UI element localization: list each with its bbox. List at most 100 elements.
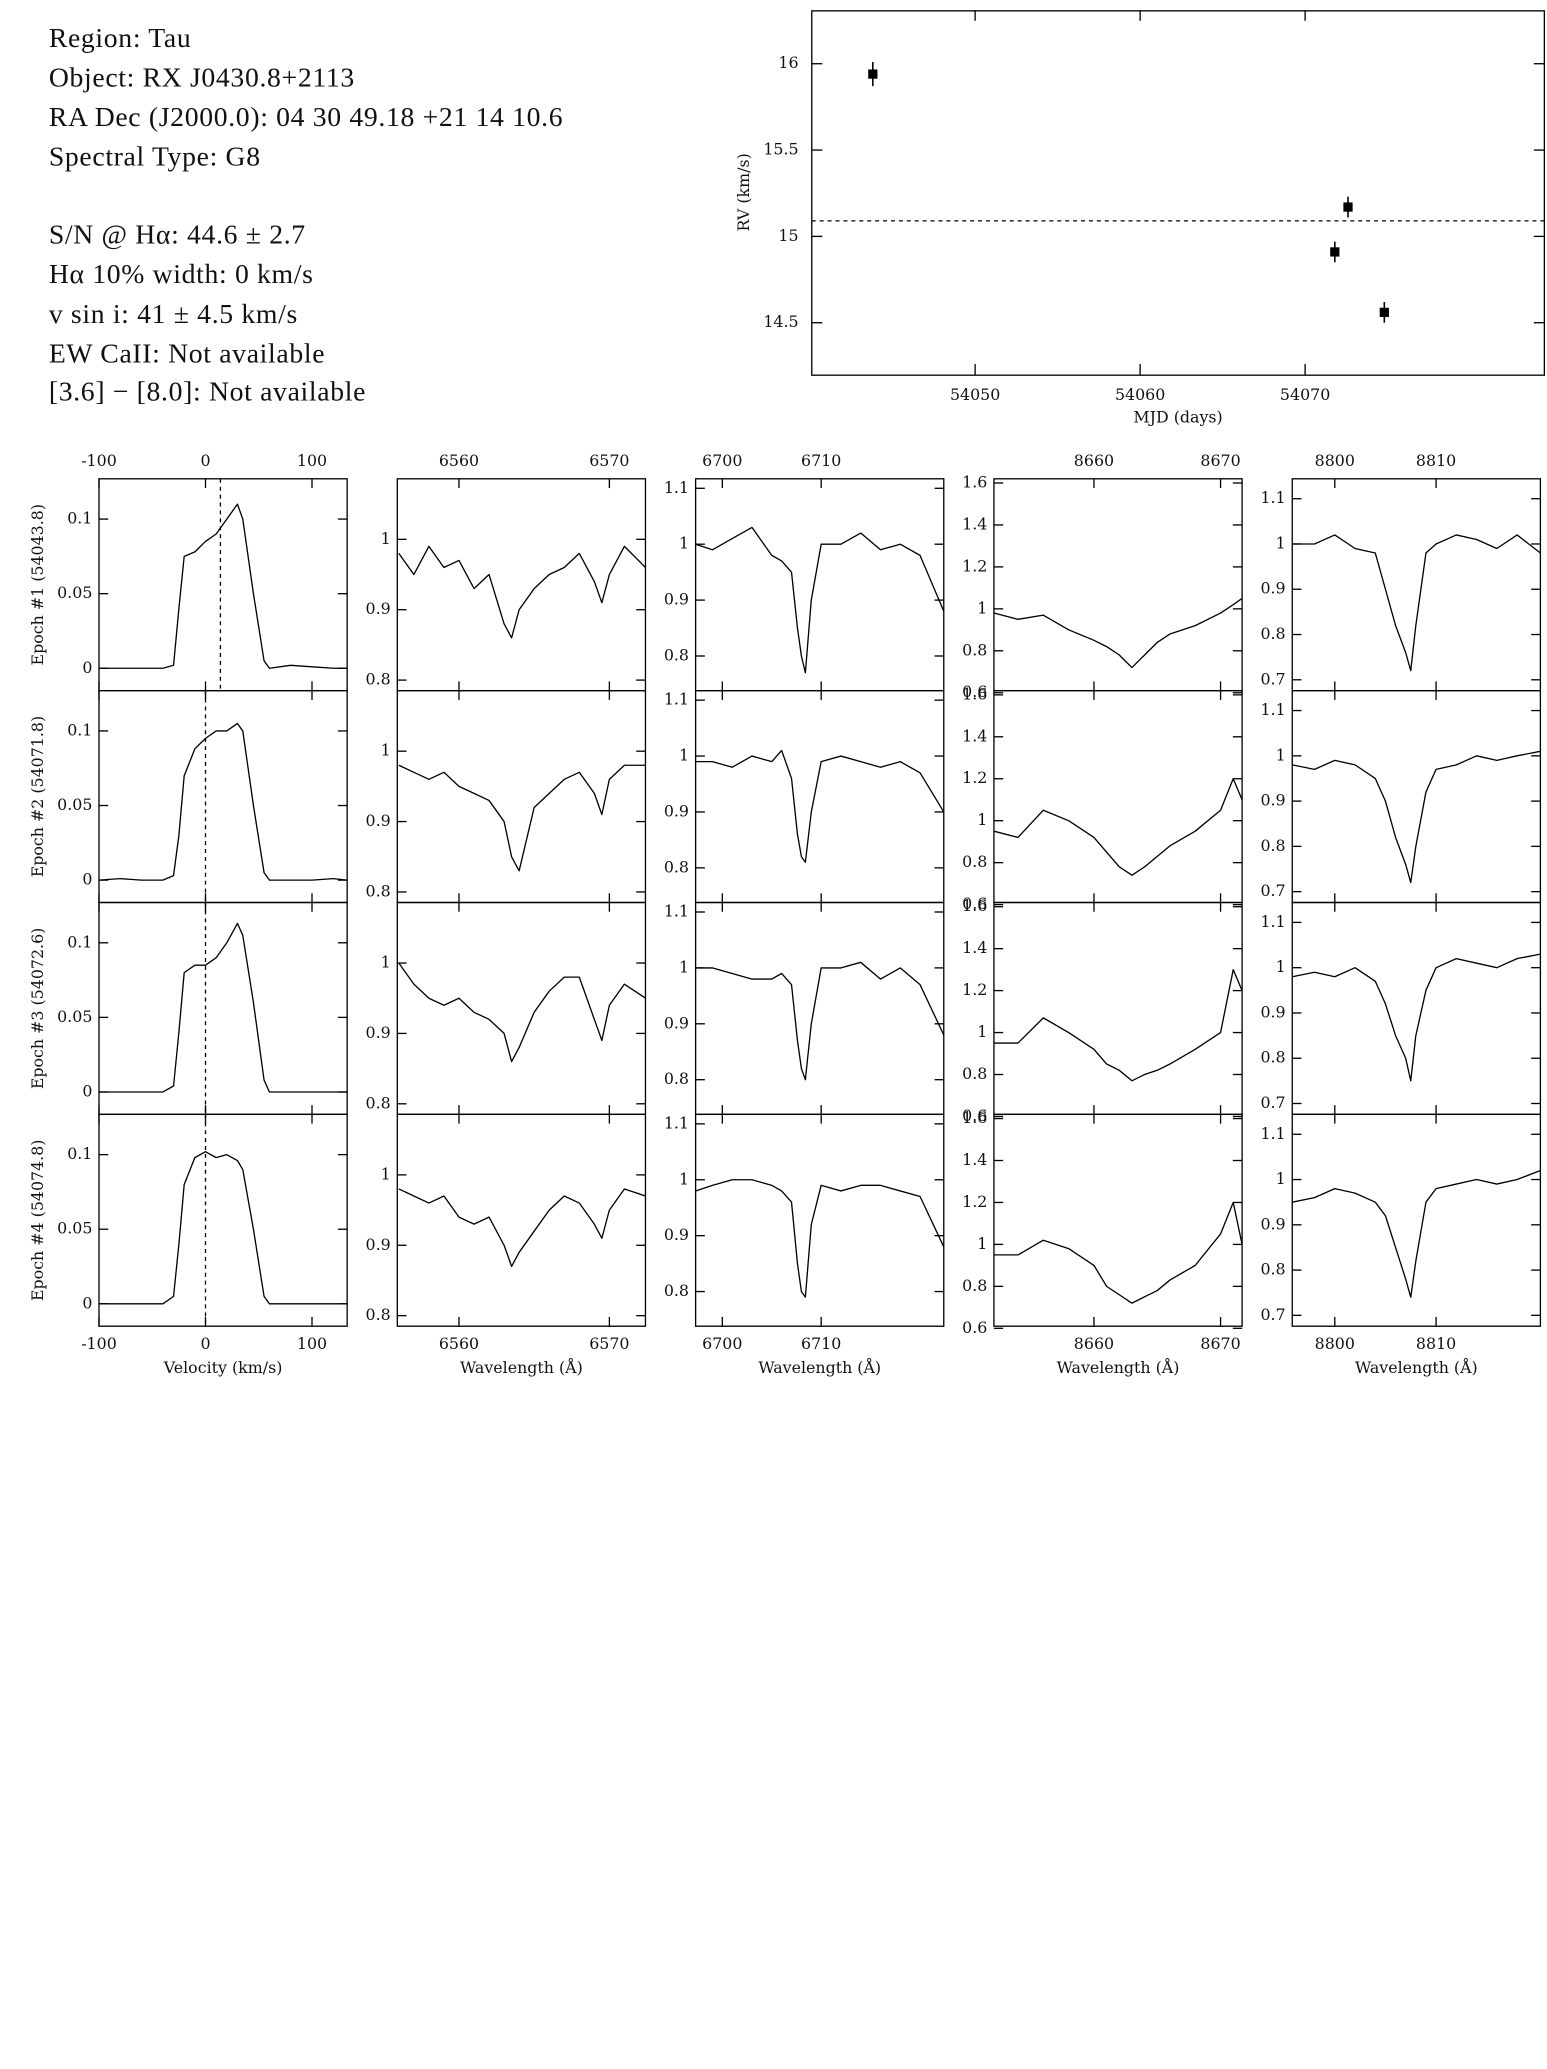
y-tick-label: 1 [977, 1022, 987, 1041]
x-tick-label: 0 [200, 451, 210, 470]
x-tick-label: 54060 [1115, 385, 1165, 404]
y-tick-label: 1 [977, 598, 987, 617]
y-tick-label: 0.7 [1260, 881, 1285, 900]
panel-frame [993, 478, 1243, 692]
y-tick-label: 1.1 [664, 478, 689, 497]
y-tick-label: 1.4 [962, 1150, 987, 1169]
info-line: Hα 10% width: 0 km/s [49, 258, 314, 289]
y-tick-label: 16 [778, 53, 798, 72]
spectrum-line [98, 922, 348, 1093]
panel-frame [1291, 1113, 1542, 1327]
x-tick-label: 8660 [1074, 451, 1114, 470]
y-tick-label: 0.8 [1260, 1260, 1285, 1279]
info-line: Spectral Type: G8 [49, 141, 261, 172]
y-tick-label: 0.8 [1260, 624, 1285, 643]
y-tick-label: 0.1 [67, 720, 92, 739]
panel-frame [694, 901, 945, 1116]
y-tick-label: 0.8 [366, 1093, 391, 1112]
panel-frame [993, 689, 1243, 904]
spectrum-line [1292, 1169, 1541, 1298]
y-tick-label: 0.9 [664, 1013, 689, 1032]
y-tick-label: 1.2 [962, 768, 987, 787]
x-tick-label: 8800 [1315, 451, 1355, 470]
y-tick-label: 0.8 [664, 645, 689, 664]
spectrum-line [98, 503, 348, 669]
x-tick-label: 8670 [1200, 1334, 1240, 1353]
data-point [1379, 307, 1389, 317]
y-tick-label: 1 [1276, 1169, 1286, 1188]
panel-frame [396, 689, 647, 904]
y-tick-label: 0.8 [962, 1276, 987, 1295]
y-tick-label: 0.9 [1260, 1214, 1285, 1233]
y-tick-label: 0.9 [664, 1225, 689, 1244]
x-tick-label: 6570 [589, 1334, 629, 1353]
y-tick-label: 0.1 [67, 1144, 92, 1163]
y-tick-label: 14.5 [763, 312, 798, 331]
x-tick-label: 100 [297, 451, 327, 470]
panel-frame [1291, 689, 1542, 904]
y-tick-label: 0 [82, 1293, 92, 1312]
data-point [1343, 202, 1353, 212]
spectrum-line [993, 968, 1243, 1082]
y-tick-label: 0.8 [366, 881, 391, 900]
y-tick-label: 1 [977, 810, 987, 829]
x-axis-label: Wavelength (Å) [1057, 1357, 1180, 1377]
info-line: Object: RX J0430.8+2113 [49, 62, 355, 93]
panel-frame [396, 478, 647, 692]
info-line: S/N @ Hα: 44.6 ± 2.7 [49, 219, 306, 250]
y-tick-label: 0.8 [366, 670, 391, 689]
x-axis-label: Wavelength (Å) [1355, 1357, 1478, 1377]
spectrum-line [98, 722, 348, 881]
y-tick-label: 1 [381, 741, 391, 760]
panel-frame [98, 478, 348, 692]
x-tick-label: 0 [200, 1334, 210, 1353]
y-tick-label: 1.1 [664, 1113, 689, 1132]
y-tick-label: 0.9 [664, 590, 689, 609]
epoch-label: Epoch #1 (54043.8) [28, 504, 47, 665]
y-tick-label: 0.8 [664, 1069, 689, 1088]
panel-frame [694, 478, 945, 692]
plot-frame [811, 10, 1546, 376]
x-tick-label: -100 [81, 1334, 117, 1353]
spectrum-line [993, 597, 1243, 669]
y-tick-label: 1.1 [664, 902, 689, 921]
x-tick-label: 6570 [589, 451, 629, 470]
y-tick-label: 0.8 [962, 852, 987, 871]
x-tick-label: -100 [81, 451, 117, 470]
y-tick-label: 0.8 [962, 640, 987, 659]
y-tick-label: 0.9 [1260, 1002, 1285, 1021]
panel-frame [98, 901, 348, 1116]
info-line: RA Dec (J2000.0): 04 30 49.18 +21 14 10.… [49, 101, 563, 132]
data-point [1330, 247, 1340, 257]
panel-frame [1291, 478, 1542, 692]
spectrum-line [993, 1201, 1243, 1304]
info-line: [3.6] − [8.0]: Not available [49, 376, 366, 407]
y-tick-label: 1.4 [962, 514, 987, 533]
y-tick-label: 1.2 [962, 1192, 987, 1211]
x-tick-label: 8810 [1416, 1334, 1456, 1353]
panel-frame [993, 1113, 1243, 1327]
y-tick-label: 0.8 [366, 1305, 391, 1324]
x-tick-label: 6560 [439, 1334, 479, 1353]
panel-frame [694, 689, 945, 904]
y-tick-label: 0.05 [57, 1007, 92, 1026]
y-tick-label: 0.05 [57, 583, 92, 602]
x-tick-label: 6710 [801, 451, 841, 470]
y-tick-label: 0 [82, 870, 92, 889]
panel-frame [396, 1113, 647, 1327]
x-tick-label: 6560 [439, 451, 479, 470]
spectrum-line [398, 764, 646, 872]
y-tick-label: 0.6 [962, 1106, 987, 1125]
y-tick-label: 1.6 [962, 684, 987, 703]
x-axis-label: Wavelength (Å) [758, 1357, 881, 1377]
y-axis-label: RV (km/s) [734, 153, 753, 231]
y-tick-label: 1 [1276, 745, 1286, 764]
x-tick-label: 100 [297, 1334, 327, 1353]
x-tick-label: 54050 [950, 385, 1000, 404]
y-tick-label: 1.1 [1260, 912, 1285, 931]
info-line: Region: Tau [49, 22, 192, 53]
y-tick-label: 1.6 [962, 472, 987, 491]
y-tick-label: 1.1 [1260, 488, 1285, 507]
y-tick-label: 0.9 [366, 599, 391, 618]
y-tick-label: 0.7 [1260, 1093, 1285, 1112]
